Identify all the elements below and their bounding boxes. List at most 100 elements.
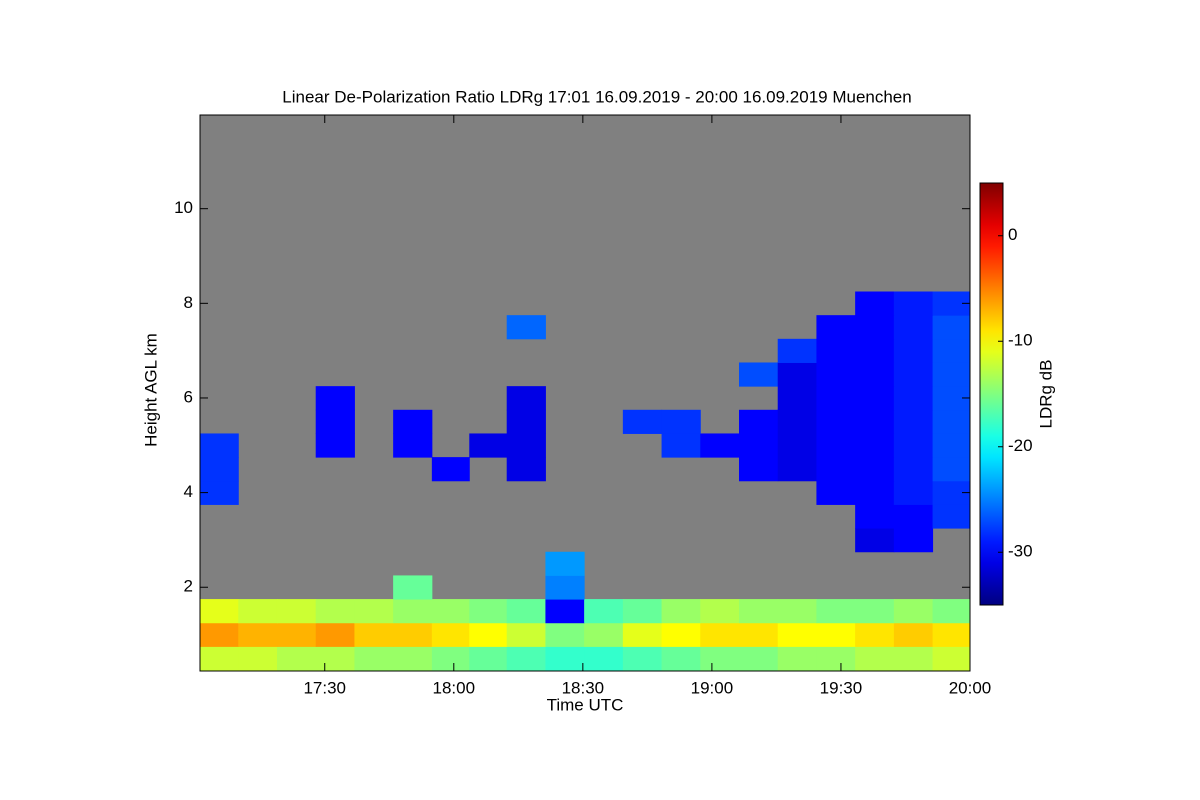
heatmap-cell: [816, 386, 856, 411]
heatmap-cell: [738, 409, 779, 434]
colorbar-tick-label: 0: [1008, 225, 1017, 244]
heatmap-cell: [506, 315, 546, 340]
heatmap-cell: [200, 457, 239, 482]
heatmap-cell: [238, 622, 278, 647]
x-tick-label: 17:30: [303, 678, 346, 697]
heatmap-cell: [816, 362, 856, 387]
x-tick-label: 18:30: [562, 678, 605, 697]
heatmap-cell: [661, 622, 701, 647]
heatmap-cell: [276, 622, 317, 647]
heatmap-cell: [777, 338, 817, 363]
heatmap-cell: [315, 409, 355, 434]
x-tick-label: 19:30: [820, 678, 863, 697]
heatmap-cell: [584, 646, 624, 671]
heatmap-cell: [816, 457, 856, 482]
heatmap-cell: [893, 480, 934, 505]
heatmap-cell: [393, 575, 433, 600]
heatmap-cell: [393, 622, 433, 647]
heatmap-cell: [816, 480, 856, 505]
x-tick-label: 18:00: [433, 678, 476, 697]
x-tick-label: 20:00: [949, 678, 992, 697]
heatmap-cell: [315, 599, 355, 624]
heatmap-cell: [622, 599, 663, 624]
heatmap-cell: [816, 315, 856, 340]
heatmap-cell: [777, 599, 817, 624]
heatmap-cell: [545, 622, 585, 647]
heatmap-cell: [855, 504, 895, 529]
heatmap-cell: [738, 457, 779, 482]
heatmap-cell: [816, 433, 856, 458]
heatmap-cell: [932, 338, 970, 363]
heatmap-cell: [469, 599, 508, 624]
heatmap-cell: [200, 646, 239, 671]
y-tick-label: 8: [184, 293, 193, 312]
y-tick-label: 6: [184, 387, 193, 406]
heatmap-cell: [932, 433, 970, 458]
heatmap-cell: [469, 433, 508, 458]
heatmap-cell: [777, 362, 817, 387]
heatmap-cell: [584, 622, 624, 647]
heatmap-cell: [777, 433, 817, 458]
heatmap-cell: [622, 409, 663, 434]
heatmap-cell: [506, 599, 546, 624]
heatmap-cell: [315, 622, 355, 647]
heatmap-cell: [777, 622, 817, 647]
heatmap-cell: [700, 622, 740, 647]
heatmap-cell: [431, 646, 470, 671]
heatmap-cell: [506, 409, 546, 434]
heatmap-cell: [816, 622, 856, 647]
heatmap-cell: [893, 457, 934, 482]
colorbar-tick-label: -20: [1008, 436, 1033, 455]
heatmap-cell: [431, 599, 470, 624]
x-tick-label: 19:00: [691, 678, 734, 697]
heatmap-cell: [738, 622, 779, 647]
heatmap-cell: [932, 409, 970, 434]
heatmap-cell: [354, 622, 394, 647]
heatmap-cell: [200, 599, 239, 624]
heatmap-cell: [893, 338, 934, 363]
heatmap-cell: [816, 599, 856, 624]
heatmap-cell: [855, 338, 895, 363]
heatmap-cell: [738, 599, 779, 624]
heatmap-cell: [855, 622, 895, 647]
heatmap-cell: [238, 646, 278, 671]
y-tick-label: 10: [174, 198, 193, 217]
heatmap-cell: [506, 457, 546, 482]
colorbar-tick-label: -30: [1008, 542, 1033, 561]
heatmap-cell: [855, 646, 895, 671]
heatmap-cell: [855, 386, 895, 411]
heatmap-cell: [932, 362, 970, 387]
heatmap-cell: [354, 599, 394, 624]
heatmap-cell: [893, 433, 934, 458]
heatmap-cell: [893, 504, 934, 529]
heatmap-cell: [469, 622, 508, 647]
heatmap-cell: [393, 433, 433, 458]
heatmap-cell: [893, 362, 934, 387]
heatmap-cell: [622, 622, 663, 647]
heatmap-cell: [777, 386, 817, 411]
heatmap-cell: [893, 599, 934, 624]
heatmap-cell: [855, 528, 895, 553]
heatmap-cell: [506, 646, 546, 671]
heatmap-cell: [893, 291, 934, 316]
heatmap-cell: [893, 646, 934, 671]
heatmap-cell: [855, 315, 895, 340]
heatmap-cell: [777, 646, 817, 671]
heatmap-cell: [738, 646, 779, 671]
heatmap-cell: [893, 409, 934, 434]
heatmap-cell: [200, 433, 239, 458]
heatmap-cell: [584, 599, 624, 624]
heatmap-cell: [661, 646, 701, 671]
heatmap-cell: [238, 599, 278, 624]
heatmap-cell: [276, 646, 317, 671]
heatmap-cell: [431, 622, 470, 647]
heatmap-cell: [855, 291, 895, 316]
heatmap-cell: [545, 599, 585, 624]
heatmap-cell: [932, 622, 970, 647]
heatmap-cell: [506, 622, 546, 647]
heatmap-cell: [932, 504, 970, 529]
heatmap-cell: [893, 622, 934, 647]
heatmap-cell: [738, 433, 779, 458]
heatmap-cell: [661, 433, 701, 458]
heatmap-cell: [893, 528, 934, 553]
